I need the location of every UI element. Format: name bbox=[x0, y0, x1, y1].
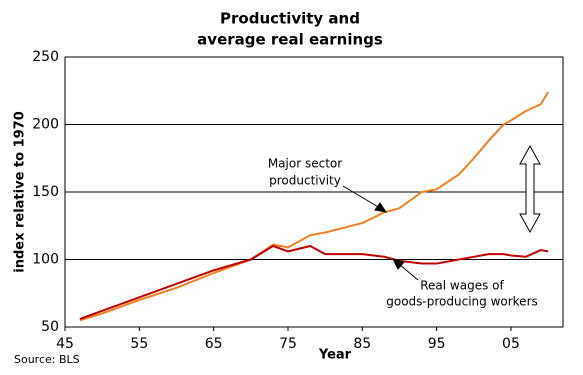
series-line bbox=[79, 245, 549, 320]
y-tick-label: 150 bbox=[32, 184, 59, 200]
x-tick-label: 85 bbox=[353, 336, 371, 352]
annotation: Major sector bbox=[268, 157, 342, 171]
annotation: productivity bbox=[269, 174, 341, 188]
x-tick-label: 45 bbox=[56, 336, 74, 352]
arrow bbox=[399, 264, 419, 281]
annotation-arrows bbox=[342, 185, 419, 281]
x-tick-label: 75 bbox=[279, 336, 297, 352]
arrow bbox=[342, 185, 381, 209]
arrowhead bbox=[374, 202, 388, 213]
chart-title: Productivity and bbox=[220, 10, 360, 28]
x-tick-label: 95 bbox=[428, 336, 446, 352]
y-axis-label: index relative to 1970 bbox=[13, 111, 28, 273]
y-tick-label: 100 bbox=[32, 252, 59, 268]
y-tick-label: 200 bbox=[32, 117, 59, 133]
double-arrow bbox=[519, 144, 541, 234]
x-tick-label: 05 bbox=[502, 336, 520, 352]
x-tick-label: 65 bbox=[205, 336, 223, 352]
annotation: goods-producing workers bbox=[386, 295, 538, 309]
annotation: Real wages of bbox=[420, 279, 504, 293]
y-tick-label: 250 bbox=[32, 49, 59, 65]
x-axis-label: Year bbox=[318, 348, 352, 363]
plot-frame bbox=[64, 56, 564, 328]
chart-title: average real earnings bbox=[197, 31, 383, 49]
y-tick-label: 50 bbox=[41, 319, 59, 335]
x-tick-label: 55 bbox=[130, 336, 148, 352]
source: Source: BLS bbox=[14, 353, 80, 366]
arrowhead bbox=[392, 258, 405, 270]
